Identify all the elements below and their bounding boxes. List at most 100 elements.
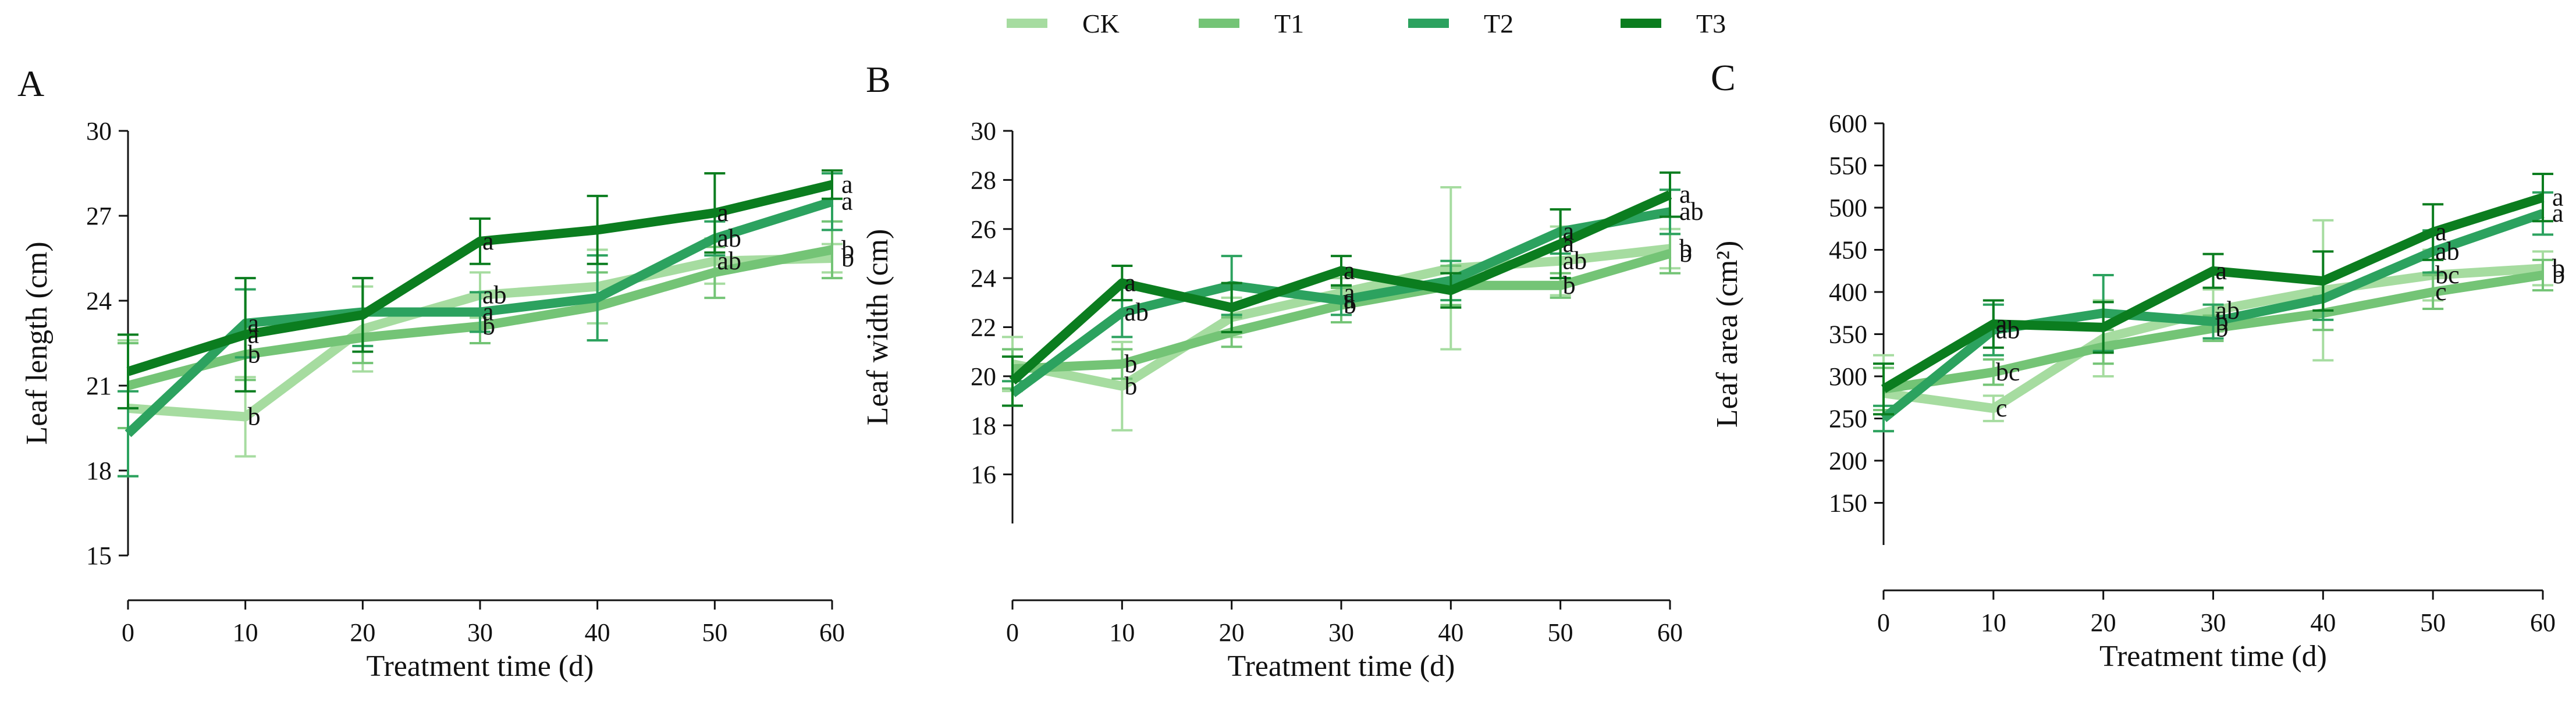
significance-letter: b <box>1124 372 1137 400</box>
significance-letter: b <box>2216 307 2229 336</box>
x-tick-label: 40 <box>2310 608 2336 637</box>
series-t3 <box>118 169 843 409</box>
x-tick-label: 20 <box>1219 618 1245 647</box>
legend-label-t2: T2 <box>1484 9 1513 38</box>
significance-letter: a <box>482 297 494 326</box>
series-t3 <box>1873 173 2553 416</box>
significance-letter: a <box>2435 218 2447 246</box>
y-tick-label: 350 <box>1829 320 1867 349</box>
significance-letter: a <box>1124 269 1136 297</box>
significance-letter: ab <box>482 280 507 309</box>
significance-letter: a <box>717 198 729 227</box>
legend-label-t1: T1 <box>1274 9 1304 38</box>
significance-letter: a <box>482 227 494 255</box>
y-tick-label: 400 <box>1829 278 1867 307</box>
significance-letter: b <box>1124 350 1137 378</box>
significance-letter: b <box>1679 239 1692 268</box>
significance-letter: c <box>1996 394 2007 422</box>
y-tick-label: 26 <box>971 215 996 244</box>
significance-letter: b <box>1563 271 1576 300</box>
x-tick-label: 20 <box>2091 608 2116 637</box>
x-tick-label: 60 <box>819 618 845 647</box>
y-tick-label: 150 <box>1829 489 1867 518</box>
x-tick-label: 0 <box>1006 618 1019 647</box>
x-tick-label: 50 <box>702 618 727 647</box>
significance-letter: ab <box>1563 247 1587 275</box>
y-tick-label: 28 <box>971 166 996 194</box>
significance-letter: ab <box>717 247 741 275</box>
panel-letter: A <box>17 63 44 104</box>
y-tick-label: 200 <box>1829 447 1867 475</box>
x-axis-title: Treatment time (d) <box>367 650 594 683</box>
y-tick-label: 15 <box>86 542 112 570</box>
x-axis-title: Treatment time (d) <box>1228 650 1455 683</box>
y-tick-label: 18 <box>971 411 996 440</box>
y-tick-label: 30 <box>971 117 996 145</box>
legend-label-ck: CK <box>1082 9 1120 38</box>
significance-letter: a <box>2552 183 2564 212</box>
significance-letter: b <box>841 244 854 272</box>
x-tick-label: 10 <box>1109 618 1135 647</box>
x-tick-label: 0 <box>1877 608 1890 637</box>
x-tick-label: 40 <box>585 618 610 647</box>
y-tick-label: 21 <box>86 372 112 400</box>
significance-letter: a <box>1563 217 1575 245</box>
significance-letter: ab <box>2216 296 2240 325</box>
y-tick-label: 600 <box>1829 109 1867 138</box>
x-tick-label: 60 <box>1657 618 1683 647</box>
significance-letter: ab <box>1679 197 1704 226</box>
panel-b: B 16 18 20 22 24 26 28 30 0 10 20 30 40 50 60 Treatment … <box>861 59 1704 683</box>
significance-letter: c <box>2435 277 2447 306</box>
series-line-t3 <box>1009 190 1672 385</box>
significance-letter: a <box>1563 229 1575 258</box>
significance-letter: ab <box>1124 298 1149 326</box>
y-tick-label: 250 <box>1829 405 1867 433</box>
x-tick-label: 30 <box>1328 618 1354 647</box>
significance-letter: ab <box>2435 237 2460 265</box>
x-tick-label: 50 <box>1548 618 1573 647</box>
significance-letter: a <box>2552 199 2564 227</box>
significance-letter: b <box>2552 254 2565 282</box>
significance-letter: b <box>841 235 854 263</box>
panel-a: A 15 18 21 24 27 30 0 10 20 30 40 50 60 Treatment time… <box>17 63 854 683</box>
x-axis-title: Treatment time (d) <box>2099 640 2327 673</box>
significance-letter: b <box>482 312 495 340</box>
x-tick-label: 30 <box>467 618 493 647</box>
significance-letter: a <box>1996 309 2007 338</box>
significance-letter: a <box>1344 278 1355 307</box>
significance-letter: ab <box>717 224 741 252</box>
y-tick-label: 24 <box>86 287 112 315</box>
y-tick-label: 24 <box>971 264 996 293</box>
legend-label-t3: T3 <box>1696 9 1726 38</box>
y-axis-title: Leaf length (cm) <box>20 241 54 444</box>
y-tick-label: 20 <box>971 362 996 391</box>
significance-letter: b <box>1344 291 1356 319</box>
significance-letter: a <box>841 170 853 198</box>
significance-letter: b <box>2552 261 2565 289</box>
series-line-t3 <box>126 180 833 376</box>
significance-letter: a <box>841 187 853 216</box>
significance-letter: bc <box>1996 358 2020 386</box>
y-tick-label: 27 <box>86 202 112 230</box>
significance-letter: a <box>1344 256 1355 284</box>
significance-letter: a <box>1344 286 1355 314</box>
legend: CK T1 T2 T3 <box>1007 9 1726 38</box>
x-tick-label: 10 <box>1981 608 2006 637</box>
y-tick-label: 500 <box>1829 194 1867 222</box>
significance-letter: a <box>248 309 260 337</box>
x-tick-label: 40 <box>1438 618 1463 647</box>
y-axis-title: Leaf width (cm) <box>861 229 894 426</box>
significance-letter: b <box>248 340 261 368</box>
series-line-t3 <box>1881 193 2545 393</box>
panel-letter: B <box>866 59 891 100</box>
significance-letter: b <box>2216 314 2229 342</box>
y-tick-label: 300 <box>1829 362 1867 391</box>
x-tick-label: 30 <box>2201 608 2226 637</box>
x-tick-label: 50 <box>2420 608 2446 637</box>
y-axis-title: Leaf area (cm²) <box>1711 241 1744 428</box>
y-tick-label: 18 <box>86 457 112 485</box>
y-tick-label: 16 <box>971 461 996 489</box>
y-tick-label: 550 <box>1829 152 1867 180</box>
significance-letter: a <box>1679 180 1691 209</box>
